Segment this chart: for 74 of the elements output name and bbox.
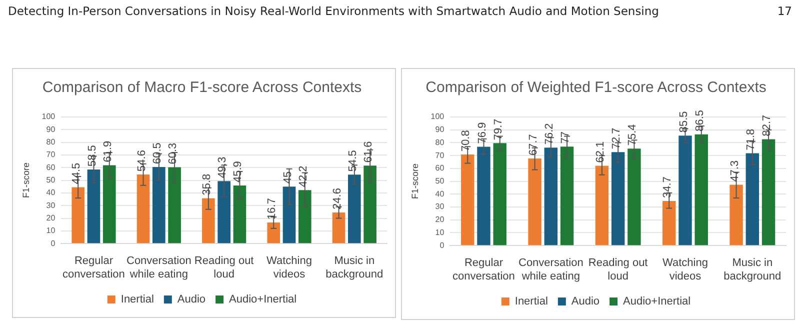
x-tick-label: Music in background bbox=[326, 255, 384, 280]
y-tick-label: 70 bbox=[46, 150, 56, 160]
text: Detecting In-Person Conversations in Noisy Real-World Environments with Smartwatch Audio and Motion Sensing bbox=[8, 4, 659, 20]
data-label: 16.7 bbox=[266, 198, 278, 220]
data-label: 67.7 bbox=[527, 134, 540, 156]
x-tick-label: Reading out loud bbox=[194, 255, 254, 280]
data-label: 47.3 bbox=[728, 160, 741, 182]
data-label: 35.8 bbox=[200, 174, 213, 196]
data-label: 34.7 bbox=[662, 176, 674, 198]
data-label: 70.8 bbox=[460, 130, 472, 152]
legend-label: Inertial bbox=[120, 294, 154, 306]
y-tick-label: 30 bbox=[435, 202, 445, 212]
legend-label: Audio bbox=[571, 296, 600, 308]
data-label: 61.9 bbox=[102, 140, 114, 162]
y-tick-label: 30 bbox=[46, 200, 56, 210]
data-label: 85.5 bbox=[678, 111, 690, 133]
y-tick-label: 60 bbox=[46, 162, 56, 172]
legend-label: Inertial bbox=[514, 296, 548, 308]
x-tick-label: Regular conversation bbox=[452, 257, 515, 282]
y-axis-title: F1-score bbox=[20, 162, 31, 198]
y-tick-label: 40 bbox=[435, 189, 445, 198]
data-label: 60.3 bbox=[167, 142, 180, 164]
legend-label: Audio+Inertial bbox=[623, 296, 691, 308]
data-label: 42.2 bbox=[297, 166, 310, 188]
y-tick-label: 10 bbox=[435, 228, 445, 237]
data-label: 79.7 bbox=[492, 118, 504, 140]
y-tick-label: 90 bbox=[435, 125, 445, 134]
y-tick-label: 90 bbox=[46, 124, 56, 134]
y-tick-label: 70 bbox=[435, 150, 445, 160]
data-label: 86.5 bbox=[694, 110, 706, 132]
y-tick-label: 50 bbox=[435, 176, 445, 186]
y-tick-label: 100 bbox=[42, 112, 56, 122]
data-label: 61.6 bbox=[362, 141, 375, 163]
data-label: 76.2 bbox=[543, 123, 556, 145]
data-label: 54.5 bbox=[346, 150, 359, 172]
y-tick-label: 100 bbox=[430, 112, 445, 122]
chart-title: Comparison of Weighted F1-score Across Contexts bbox=[426, 79, 766, 96]
y-tick-label: 20 bbox=[46, 213, 56, 222]
data-label: 75.4 bbox=[626, 124, 639, 146]
x-tick-label: Watching videos bbox=[266, 255, 312, 280]
data-label: 44.5 bbox=[70, 162, 83, 184]
x-tick-label: Conversation while eating bbox=[126, 255, 192, 280]
x-tick-label: Music in background bbox=[724, 257, 782, 282]
x-tick-label: Regular conversation bbox=[62, 255, 125, 280]
data-label: 45.9 bbox=[232, 161, 244, 182]
y-tick-label: 20 bbox=[435, 215, 445, 224]
y-tick-label: 10 bbox=[46, 226, 56, 236]
data-label: 76.9 bbox=[476, 122, 488, 144]
data-label: 82.7 bbox=[761, 114, 774, 136]
y-tick-label: 0 bbox=[440, 240, 445, 250]
y-tick-label: 80 bbox=[435, 138, 445, 147]
x-tick-label: Reading out loud bbox=[588, 257, 648, 282]
data-label: 71.8 bbox=[744, 128, 757, 150]
x-tick-label: Conversation while eating bbox=[518, 257, 584, 282]
data-label: 45 bbox=[282, 171, 294, 184]
legend-label: Audio+Inertial bbox=[229, 294, 297, 306]
y-axis-title: F1-score bbox=[410, 164, 420, 200]
y-tick-label: 0 bbox=[50, 238, 56, 248]
legend-label: Audio bbox=[177, 294, 206, 306]
x-tick-label: Watching videos bbox=[662, 257, 708, 282]
y-tick-label: 80 bbox=[46, 138, 56, 147]
data-label: 24.6 bbox=[331, 188, 344, 210]
data-label: 49.3 bbox=[216, 156, 229, 178]
y-tick-label: 60 bbox=[435, 164, 445, 173]
text: 17 bbox=[777, 4, 792, 20]
chart-title: Comparison of Macro F1-score Across Contexts bbox=[42, 79, 362, 96]
data-label: 58.5 bbox=[86, 145, 98, 167]
data-label: 77 bbox=[560, 131, 572, 144]
data-label: 72.7 bbox=[610, 128, 623, 150]
data-label: 62.1 bbox=[594, 141, 606, 163]
data-label: 60.5 bbox=[151, 142, 164, 164]
y-tick-label: 40 bbox=[46, 188, 56, 198]
y-tick-label: 50 bbox=[46, 176, 56, 185]
data-label: 54.6 bbox=[136, 150, 148, 172]
